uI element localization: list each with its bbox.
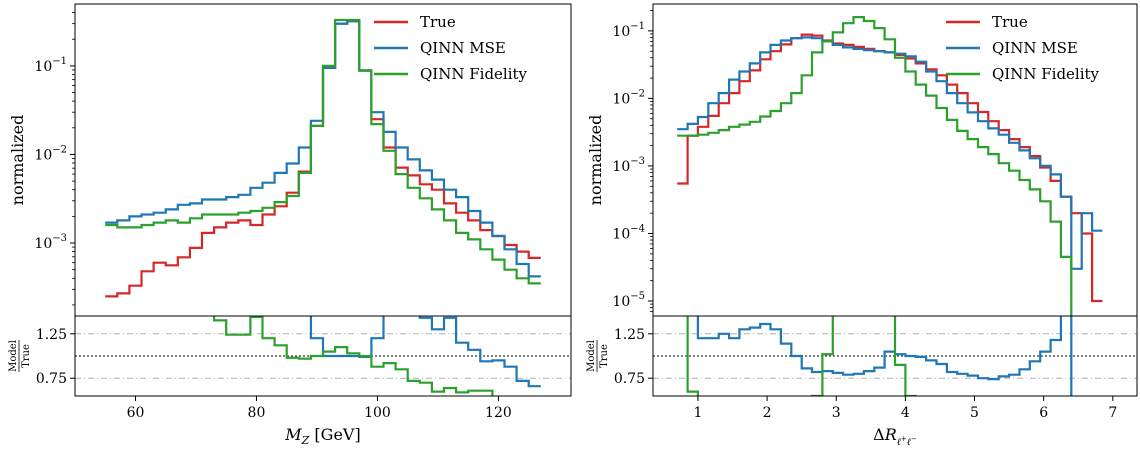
ratio-label-numerator: Model [8,340,19,372]
y-axis-title: normalized [586,115,605,206]
x-tick-label: 80 [248,405,266,421]
series-line-fidelity [677,16,1073,316]
legend-label: QINN MSE [992,39,1078,57]
y-tick-label: 10−3 [34,233,67,252]
series-line-mse [677,36,1103,270]
legend-label: True [420,13,456,31]
ratio-y-tick-label: 0.75 [36,371,67,387]
series-line-mse [105,20,541,278]
legend-label: QINN MSE [420,39,506,57]
x-tick-label: 1 [693,405,702,421]
x-axis-title: MZ [GeV] [284,425,360,447]
ratio-label-denominator: True [21,344,32,368]
ratio-label-numerator: Model [586,340,597,372]
x-tick-label: 7 [1108,405,1117,421]
x-axis-title: ΔRℓ+ℓ− [873,425,917,448]
y-tick-label: 10−3 [612,156,645,175]
ratio-y-axis-title: Model True [586,340,610,372]
main-plot-area [105,18,541,298]
legend-label: QINN Fidelity [992,65,1100,83]
ratio-plot-area [75,316,571,396]
y-tick-label: 10−1 [34,56,67,75]
x-tick-label: 3 [832,405,841,421]
x-tick-label: 100 [364,405,391,421]
ratio-axes-frame [74,315,572,397]
series-line-fidelity [105,18,541,285]
y-tick-label: 10−2 [34,144,67,163]
ratio-plot-area [653,316,1137,396]
ratio-line-mse [696,316,1073,396]
y-tick-label: 10−5 [612,291,645,310]
legend: True QINN MSE QINN Fidelity [374,13,528,83]
ratio-y-axis-title: Model True [8,340,32,372]
x-tick-label: 120 [485,405,512,421]
x-tick-label: 4 [901,405,910,421]
chart-panel-2: 10−5 10−4 10−3 10−2 10−1 0.75 1.25 1 2 3 4 5 6 7 norma… [586,3,1138,448]
ratio-y-tick-label: 1.25 [614,327,645,343]
y-tick-label: 10−2 [612,88,645,107]
series-line-true [105,20,541,298]
ratio-axes-frame [652,315,1138,397]
chart-panel-1: 10−3 10−2 10−1 0.75 1.25 60 80 100 120 normalized… [8,3,572,447]
y-axis-title: normalized [8,115,27,206]
legend-label: QINN Fidelity [420,65,528,83]
x-tick-label: 2 [763,405,772,421]
main-plot-area [677,16,1103,316]
x-tick-label: 6 [1039,405,1048,421]
legend: True QINN MSE QINN Fidelity [946,13,1100,83]
ratio-label-denominator: True [599,344,610,368]
ratio-y-tick-label: 1.25 [36,327,67,343]
x-tick-label: 60 [127,405,145,421]
y-tick-label: 10−1 [612,21,645,40]
x-tick-label: 5 [970,405,979,421]
legend-label: True [992,13,1028,31]
ratio-line-mse [309,316,541,388]
ratio-y-tick-label: 0.75 [614,371,645,387]
ratio-line-fidelity [213,316,506,396]
y-tick-label: 10−4 [612,223,645,242]
